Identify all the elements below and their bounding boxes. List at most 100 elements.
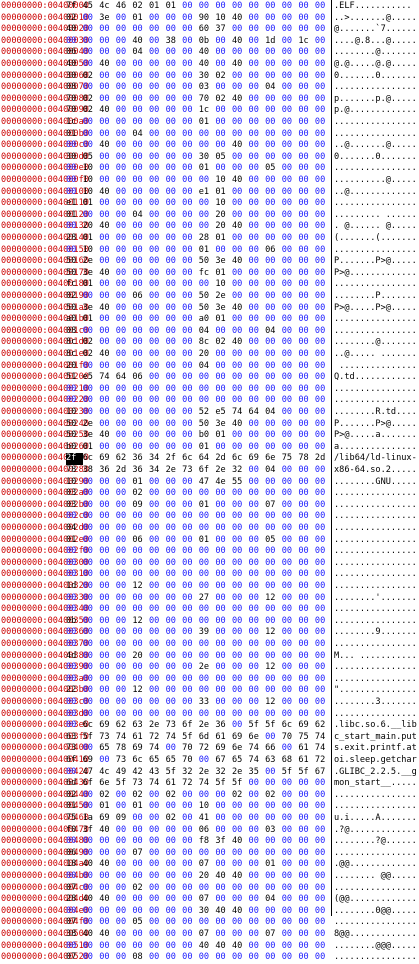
hex-byte[interactable]: 00 — [99, 47, 110, 58]
hex-byte[interactable]: 00 — [281, 836, 293, 847]
hex-byte[interactable]: 00 — [215, 47, 226, 58]
hex-byte[interactable]: 00 — [231, 546, 243, 557]
hex-byte[interactable]: 00 — [165, 534, 176, 545]
hex-byte[interactable]: 00 — [281, 859, 293, 870]
hex-byte[interactable]: 00 — [132, 59, 143, 69]
hex-byte[interactable]: 01 — [198, 117, 210, 127]
hex-byte[interactable]: 36 — [99, 465, 110, 475]
hex-byte[interactable]: 00 — [298, 859, 309, 870]
hex-byte[interactable]: 00 — [82, 639, 93, 649]
hex-byte[interactable]: 00 — [198, 383, 210, 394]
hex-byte[interactable]: 00 — [298, 673, 309, 684]
hex-byte[interactable]: 00 — [265, 291, 276, 301]
hex-byte[interactable]: 00 — [265, 813, 276, 823]
hex-row[interactable]: 00000000:00400360 00 00 00 00 00 00 00 00 39 00 00 0… — [0, 627, 419, 639]
hex-byte[interactable]: 00 — [132, 279, 143, 290]
hex-byte[interactable]: b0 — [66, 441, 77, 452]
hex-byte[interactable]: 00 — [314, 581, 326, 591]
hex-byte[interactable]: 00 — [182, 441, 193, 452]
hex-byte[interactable]: 02 — [82, 93, 93, 104]
hex-byte[interactable]: 00 — [298, 151, 309, 162]
hex-byte[interactable]: 08 — [66, 82, 77, 93]
hex-row[interactable]: 00000000:00400240 50 2e 00 00 00 00 00 00 50 3e 40 0… — [0, 419, 419, 431]
hex-row[interactable]: 00000000:004004f0 07 00 00 00 05 00 00 00 00 00 00 0… — [0, 917, 419, 929]
hex-byte[interactable]: 00 — [231, 859, 243, 870]
hex-byte[interactable]: 00 — [66, 546, 77, 557]
hex-byte[interactable]: 6e — [99, 778, 110, 789]
hex-byte[interactable]: 00 — [281, 314, 293, 325]
hex-byte[interactable]: 00 — [281, 209, 293, 220]
hex-byte[interactable]: 40 — [231, 940, 243, 951]
hex-byte[interactable]: 06 — [132, 372, 143, 383]
hex-byte[interactable]: 00 — [198, 615, 210, 626]
hex-byte[interactable]: 00 — [148, 117, 160, 127]
hex-byte[interactable]: 00 — [314, 917, 326, 928]
hex-byte[interactable]: 30 — [198, 70, 210, 81]
hex-row[interactable]: 00000000:00400020 40 00 00 00 00 00 00 00 60 37 00 0… — [0, 24, 419, 36]
hex-byte[interactable]: 00 — [265, 117, 276, 127]
hex-byte[interactable]: 00 — [165, 175, 176, 185]
hex-byte[interactable]: 00 — [215, 627, 226, 638]
hex-byte[interactable]: 00 — [66, 395, 77, 406]
hex-byte[interactable]: 00 — [115, 685, 127, 696]
hex-byte[interactable]: 00 — [198, 569, 210, 580]
hex-byte[interactable]: 00 — [281, 604, 293, 615]
hex-byte[interactable]: 00 — [281, 186, 293, 197]
hex-byte[interactable]: 00 — [281, 499, 293, 510]
hex-byte[interactable]: 00 — [298, 929, 309, 939]
hex-byte[interactable]: 00 — [99, 407, 110, 417]
hex-byte[interactable]: 00 — [115, 639, 127, 649]
hex-byte[interactable]: 00 — [165, 140, 176, 151]
hex-byte[interactable]: 00 — [82, 82, 93, 93]
hex-byte[interactable]: 00 — [281, 905, 293, 916]
hex-byte[interactable]: 62 — [115, 720, 127, 731]
hex-byte[interactable]: 69 — [132, 743, 143, 754]
hex-byte[interactable]: 00 — [165, 383, 176, 394]
hex-byte[interactable]: 00 — [281, 511, 293, 522]
hex-byte[interactable]: 01 — [148, 1, 160, 11]
hex-byte[interactable]: 51 — [66, 372, 77, 383]
hex-byte[interactable]: 00 — [314, 952, 326, 963]
hex-byte[interactable]: 00 — [165, 360, 176, 371]
hex-byte[interactable]: 00 — [198, 128, 210, 139]
hex-byte[interactable]: f8 — [198, 836, 210, 847]
hex-byte[interactable]: 00 — [165, 917, 176, 928]
hex-byte[interactable]: 73 — [115, 755, 127, 765]
hex-byte[interactable]: 00 — [265, 105, 276, 116]
hex-byte[interactable]: 00 — [248, 1, 259, 11]
hex-byte[interactable]: 00 — [215, 952, 226, 963]
hex-byte[interactable]: 00 — [248, 82, 259, 93]
hex-byte[interactable]: 72 — [314, 755, 326, 765]
hex-row[interactable]: 00000000:00400300 00 00 00 00 00 00 00 00 00 00 00 0… — [0, 558, 419, 570]
hex-row[interactable]: 00000000:004003c0 00 00 00 00 00 00 00 00 33 00 00 0… — [0, 697, 419, 709]
hex-byte[interactable]: 00 — [148, 546, 160, 557]
hex-byte[interactable]: 00 — [99, 198, 110, 209]
hex-byte[interactable]: 02 — [82, 349, 93, 359]
hex-byte[interactable]: 00 — [148, 186, 160, 197]
hex-byte[interactable]: 00 — [165, 627, 176, 638]
hex-byte[interactable]: 00 — [298, 581, 309, 591]
hex-byte[interactable]: 00 — [182, 836, 193, 847]
hex-byte[interactable]: 00 — [198, 279, 210, 290]
hex-byte[interactable]: 7f — [66, 1, 77, 11]
hex-byte[interactable]: 00 — [115, 894, 127, 905]
hex-row[interactable]: 00000000:004004c0 07 00 00 00 02 00 00 00 00 00 00 0… — [0, 883, 419, 895]
hex-byte[interactable]: 00 — [165, 372, 176, 383]
hex-row[interactable]: 00000000:00400050 40 00 40 00 00 00 00 00 40 00 40 0… — [0, 59, 419, 71]
hex-byte[interactable]: 00 — [231, 581, 243, 591]
hex-byte[interactable]: 00 — [132, 940, 143, 951]
hex-byte[interactable]: 00 — [248, 824, 259, 835]
hex-byte[interactable]: 00 — [148, 267, 160, 278]
hex-byte[interactable]: 00 — [182, 708, 193, 719]
hex-byte[interactable]: 00 — [314, 569, 326, 580]
hex-byte[interactable]: 00 — [281, 592, 293, 603]
hex-byte[interactable]: 00 — [281, 244, 293, 255]
hex-byte[interactable]: 12 — [132, 685, 143, 696]
hex-byte[interactable]: 00 — [165, 209, 176, 220]
hex-byte[interactable]: 00 — [99, 581, 110, 591]
hex-byte[interactable]: 0b — [198, 35, 210, 46]
hex-byte[interactable]: 00 — [99, 418, 110, 429]
hex-byte[interactable]: 00 — [82, 476, 93, 487]
hex-byte[interactable]: 00 — [281, 789, 293, 800]
hex-byte[interactable]: 00 — [231, 824, 243, 835]
